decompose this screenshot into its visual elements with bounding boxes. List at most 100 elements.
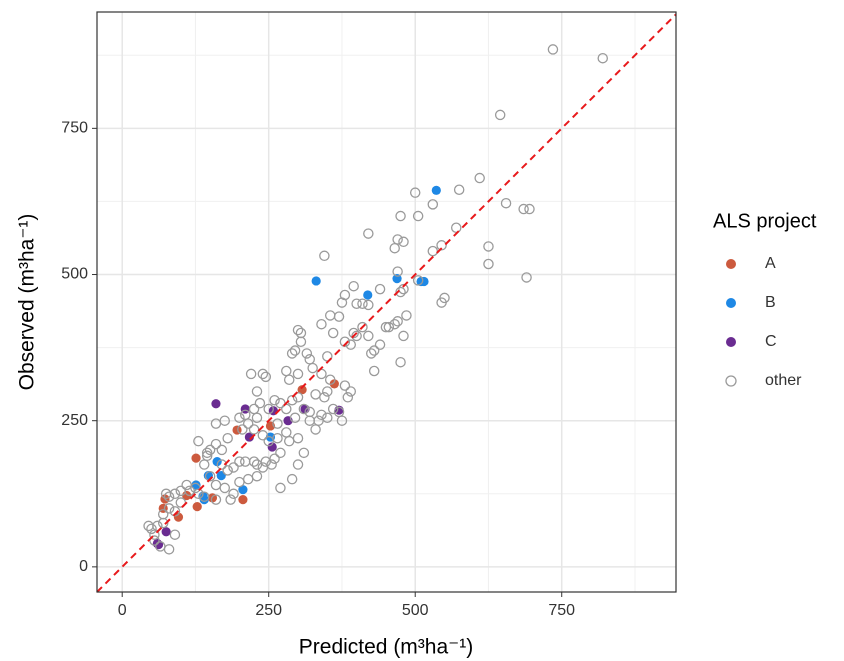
point [324,374,336,386]
point [238,485,248,495]
point [351,330,362,342]
point [204,470,216,482]
point [336,297,348,308]
x-axis-title: Predicted (m³ha⁻¹) [299,636,473,659]
y-axis-title: Observed (m³ha⁻¹) [16,214,39,391]
identity-line [96,13,677,593]
point [297,385,307,395]
point [409,187,421,198]
point [251,412,263,424]
point [416,276,426,287]
point [389,242,400,254]
x-tick-label: 500 [402,602,429,619]
point [219,482,231,494]
point [474,172,485,184]
legend-symbol [726,259,736,269]
point [228,462,239,473]
point [283,374,295,386]
point [245,368,257,380]
point [272,432,283,444]
point [237,424,248,435]
point [392,266,403,277]
point [395,286,406,298]
point [225,494,236,505]
point [244,432,254,442]
point [257,430,269,441]
point [339,380,351,391]
point [234,412,245,424]
point [275,482,286,494]
point [251,459,263,470]
point [163,503,175,514]
point [348,327,359,339]
point [316,318,327,330]
y-tick-label: 0 [79,558,88,575]
point [401,310,412,321]
point [292,368,304,380]
point [348,280,359,292]
point [327,403,339,415]
point [292,459,304,470]
point [169,506,181,517]
point [398,330,409,342]
point [339,336,351,348]
point [518,203,529,215]
point [269,394,280,406]
x-tick-label: 250 [255,602,282,619]
point [368,365,380,377]
point [286,348,298,359]
point [295,336,307,348]
point [222,432,233,444]
point [211,399,221,409]
legend-symbol [725,375,737,387]
point [192,502,202,512]
point [216,459,228,470]
point [374,283,386,295]
point [275,447,286,459]
point [251,470,263,482]
point [363,290,373,300]
y-tick-label: 750 [61,120,88,137]
point [395,210,406,222]
x-tick-label: 750 [548,602,575,619]
point [210,494,222,505]
point [286,473,298,485]
point [357,321,368,333]
point [500,197,512,209]
legend-label: B [765,294,776,311]
point [216,444,228,456]
point [149,529,160,540]
point [307,362,318,374]
legend-label: A [765,255,776,272]
point [163,491,175,502]
point [342,392,354,403]
point [260,371,272,383]
point [157,517,169,529]
point [366,348,377,359]
point [238,495,248,505]
point [329,379,339,389]
y-tick-label: 250 [61,412,88,429]
point [524,203,535,215]
point [193,435,204,447]
point [272,418,283,429]
point [310,389,321,400]
point [204,444,216,456]
point [483,241,494,252]
point [228,488,239,500]
point [374,339,386,350]
point [357,298,368,310]
point [175,485,187,497]
point [210,438,222,450]
point [327,327,339,339]
point [316,409,327,421]
point [292,432,304,444]
point [201,447,213,459]
point [143,520,154,532]
legend-symbol [726,298,736,308]
point [191,480,201,490]
point [222,465,233,476]
point [210,418,222,429]
